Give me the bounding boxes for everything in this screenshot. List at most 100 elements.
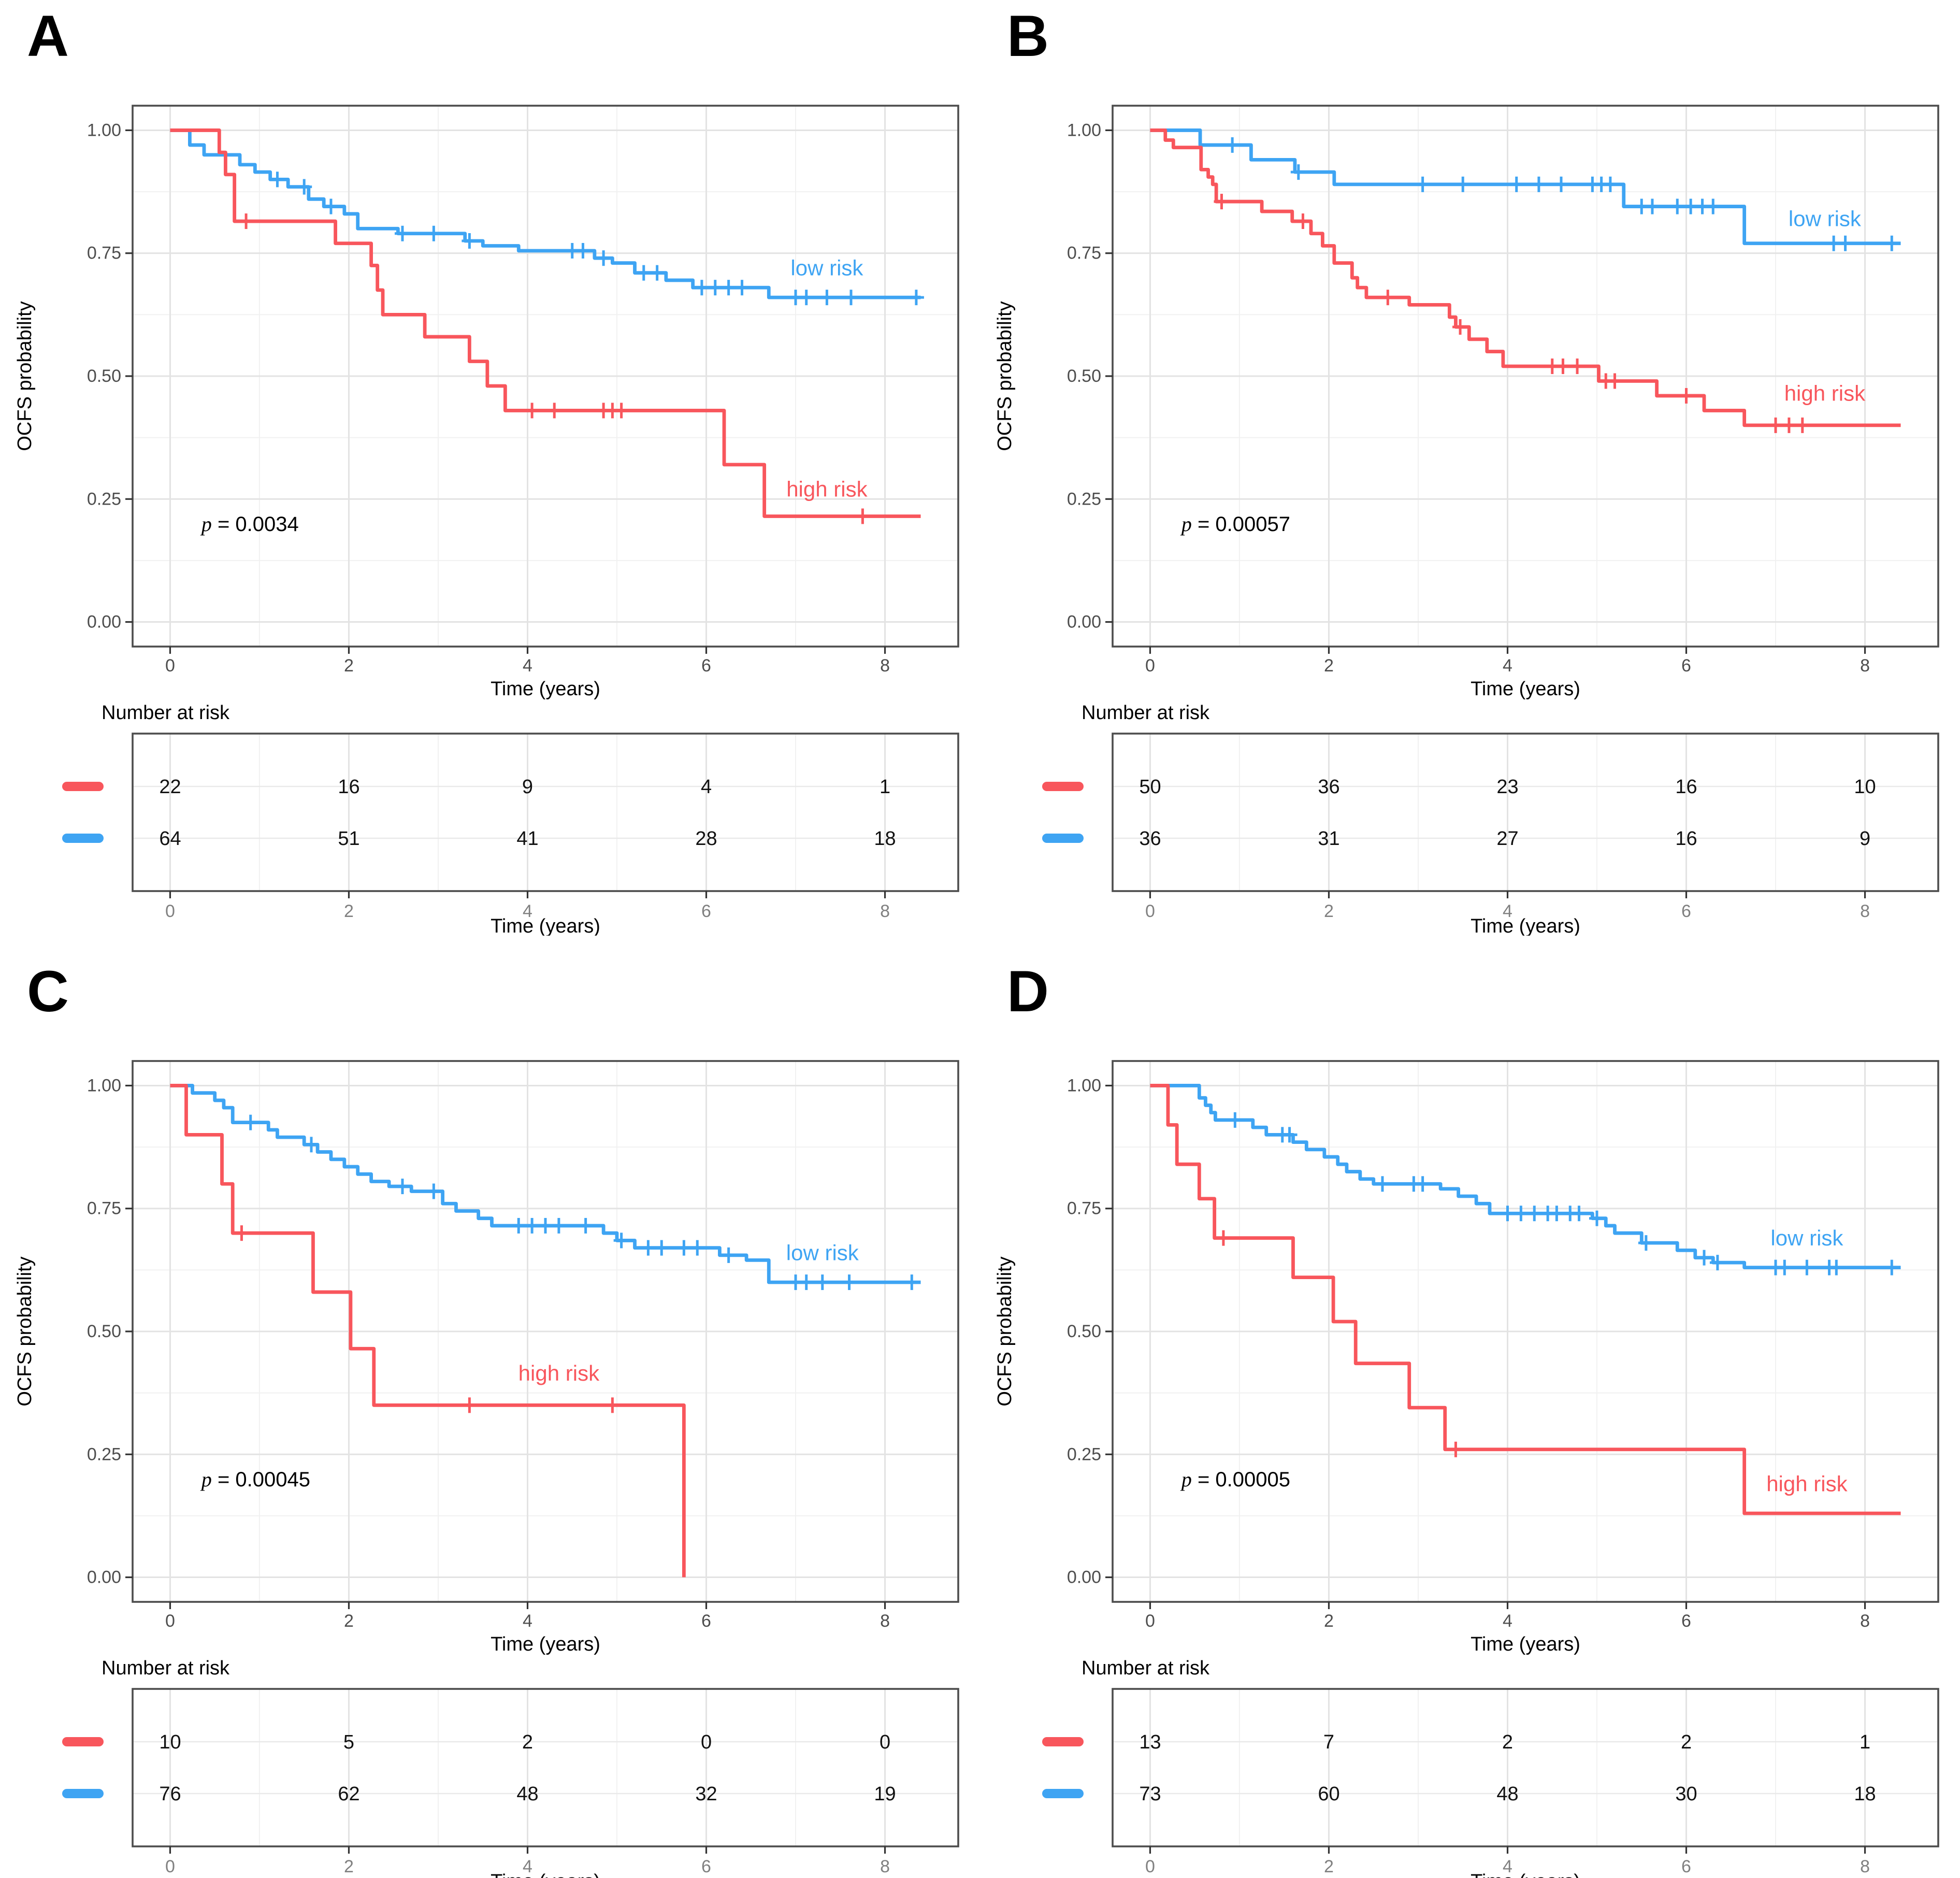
risk-count: 0 bbox=[701, 1731, 712, 1753]
risk-panel-border bbox=[132, 733, 959, 892]
y-tick-label: 1.00 bbox=[1067, 1076, 1101, 1095]
y-tick-label: 0.50 bbox=[87, 366, 121, 386]
y-tick-label: 0.25 bbox=[87, 489, 121, 509]
risk-table-d: Number at risk 13 7 2 2 1 73 60 48 30 18 0 2 4 6 8 Time … bbox=[980, 1658, 1960, 1878]
legend-key-high-risk bbox=[62, 782, 104, 791]
curve-label-high-risk: high risk bbox=[1766, 1471, 1848, 1496]
legend-key-high-risk bbox=[1042, 1737, 1084, 1746]
risk-row-low-risk: 36 31 27 16 9 bbox=[1042, 828, 1870, 850]
risk-count: 48 bbox=[1496, 1783, 1518, 1805]
risk-count: 30 bbox=[1675, 1783, 1697, 1805]
risk-count: 1 bbox=[1860, 1731, 1870, 1753]
risk-row-high-risk: 22 16 9 4 1 bbox=[62, 776, 890, 798]
risk-row-high-risk: 50 36 23 16 10 bbox=[1042, 776, 1876, 798]
risk-row-high-risk: 10 5 2 0 0 bbox=[62, 1731, 890, 1753]
panel-d: D 0 2 4 6 8 0.00 0.25 0.50 0.75 1.00 Time (years) O… bbox=[980, 939, 1960, 1878]
risk-x-axis-title: Time (years) bbox=[1471, 915, 1580, 936]
censor-marks-high-risk bbox=[238, 213, 871, 524]
panel-a: A 0 2 4 6 8 0.00 0.25 0.50 0.75 1.00 Time (years) O… bbox=[0, 0, 980, 939]
risk-table-title: Number at risk bbox=[102, 1658, 230, 1679]
risk-count: 27 bbox=[1496, 828, 1518, 850]
censor-marks-high-risk bbox=[1215, 1230, 1464, 1457]
risk-x-axis: 0 2 4 6 8 bbox=[165, 1846, 890, 1876]
x-tick-label: 2 bbox=[344, 1611, 354, 1631]
y-axis: 0.00 0.25 0.50 0.75 1.00 bbox=[87, 120, 133, 632]
y-tick-label: 1.00 bbox=[87, 120, 121, 140]
km-chart-svg: 0 2 4 6 8 0.00 0.25 0.50 0.75 1.00 Time (years) OCF… bbox=[980, 1024, 1960, 1658]
y-axis-title: OCFS probability bbox=[14, 301, 36, 451]
risk-x-tick-label: 6 bbox=[1681, 1857, 1691, 1876]
km-curve-low-risk bbox=[170, 1084, 921, 1284]
chart-background bbox=[0, 1024, 980, 1658]
risk-count: 50 bbox=[1139, 776, 1161, 798]
gridlines bbox=[1113, 106, 1938, 647]
gridlines bbox=[133, 1061, 958, 1602]
risk-table-svg: Number at risk 13 7 2 2 1 73 60 48 30 18 0 2 4 6 8 Time … bbox=[980, 1658, 1960, 1878]
curve-label-high-risk: high risk bbox=[518, 1361, 600, 1385]
risk-x-tick-label: 8 bbox=[880, 1857, 890, 1876]
panel-letter-b: B bbox=[1007, 4, 1049, 68]
risk-x-axis-title: Time (years) bbox=[491, 915, 600, 936]
x-axis-title: Time (years) bbox=[491, 678, 600, 700]
risk-gridlines bbox=[1113, 1689, 1938, 1846]
x-tick-label: 0 bbox=[165, 1611, 175, 1631]
curve-label-high-risk: high risk bbox=[786, 477, 868, 501]
risk-x-tick-label: 4 bbox=[523, 1857, 532, 1876]
y-axis-title: OCFS probability bbox=[994, 1256, 1016, 1406]
p-value-label: p = 0.00045 bbox=[200, 1468, 310, 1491]
risk-x-tick-label: 0 bbox=[1145, 901, 1155, 921]
x-tick-label: 8 bbox=[1860, 656, 1870, 676]
panel-letter-c: C bbox=[27, 959, 69, 1024]
y-tick-label: 0.25 bbox=[1067, 489, 1101, 509]
risk-gridlines bbox=[133, 734, 958, 891]
p-value-label: p = 0.00005 bbox=[1180, 1468, 1290, 1491]
y-tick-label: 0.75 bbox=[87, 1199, 121, 1218]
y-axis: 0.00 0.25 0.50 0.75 1.00 bbox=[1067, 120, 1113, 632]
km-chart-svg: 0 2 4 6 8 0.00 0.25 0.50 0.75 1.00 Time (years) OCF… bbox=[0, 1024, 980, 1658]
risk-x-tick-label: 2 bbox=[1324, 901, 1334, 921]
risk-count: 9 bbox=[522, 776, 533, 798]
panel-letter-a: A bbox=[27, 4, 69, 68]
risk-count: 60 bbox=[1318, 1783, 1339, 1805]
risk-count: 16 bbox=[338, 776, 359, 798]
x-axis-title: Time (years) bbox=[1471, 678, 1580, 700]
legend-key-low-risk bbox=[62, 834, 104, 843]
risk-count: 13 bbox=[1139, 1731, 1161, 1753]
x-tick-label: 0 bbox=[165, 656, 175, 676]
y-tick-label: 0.00 bbox=[1067, 612, 1101, 632]
curve-label-low-risk: low risk bbox=[1770, 1226, 1843, 1250]
risk-count: 7 bbox=[1323, 1731, 1334, 1753]
x-tick-label: 8 bbox=[1860, 1611, 1870, 1631]
risk-count: 51 bbox=[338, 828, 359, 850]
y-tick-label: 0.50 bbox=[1067, 1322, 1101, 1341]
km-chart-svg: 0 2 4 6 8 0.00 0.25 0.50 0.75 1.00 Time (years) OCF… bbox=[0, 68, 980, 703]
y-axis-title: OCFS probability bbox=[994, 301, 1016, 451]
risk-count: 9 bbox=[1860, 828, 1870, 850]
y-tick-label: 0.00 bbox=[1067, 1568, 1101, 1587]
x-tick-label: 2 bbox=[1324, 656, 1334, 676]
risk-background bbox=[980, 1658, 1960, 1878]
risk-x-tick-label: 6 bbox=[701, 1857, 711, 1876]
risk-count: 22 bbox=[159, 776, 181, 798]
risk-x-axis: 0 2 4 6 8 bbox=[1145, 891, 1870, 921]
risk-table-b: Number at risk 50 36 23 16 10 36 31 27 16 9 0 2 4 6 8 Ti… bbox=[980, 703, 1960, 936]
curve-label-low-risk: low risk bbox=[790, 255, 863, 280]
censor-marks-high-risk bbox=[234, 1225, 621, 1413]
risk-count: 36 bbox=[1139, 828, 1161, 850]
y-tick-label: 0.75 bbox=[87, 243, 121, 263]
risk-table-a: Number at risk 22 16 9 4 1 64 51 41 28 18 0 2 4 6 8 Time… bbox=[0, 703, 980, 936]
x-axis-title: Time (years) bbox=[491, 1633, 600, 1655]
risk-count: 4 bbox=[701, 776, 712, 798]
censor-marks-low-risk bbox=[242, 1114, 920, 1291]
risk-x-tick-label: 2 bbox=[344, 901, 354, 921]
curve-label-high-risk: high risk bbox=[1784, 381, 1866, 405]
x-tick-label: 4 bbox=[1503, 656, 1512, 676]
risk-count: 64 bbox=[159, 828, 181, 850]
x-axis: 0 2 4 6 8 bbox=[165, 1602, 890, 1631]
x-tick-label: 0 bbox=[1145, 1611, 1155, 1631]
y-tick-label: 1.00 bbox=[1067, 120, 1101, 140]
censor-marks-low-risk bbox=[269, 171, 924, 306]
risk-x-tick-label: 0 bbox=[165, 1857, 175, 1876]
legend-key-high-risk bbox=[62, 1737, 104, 1746]
